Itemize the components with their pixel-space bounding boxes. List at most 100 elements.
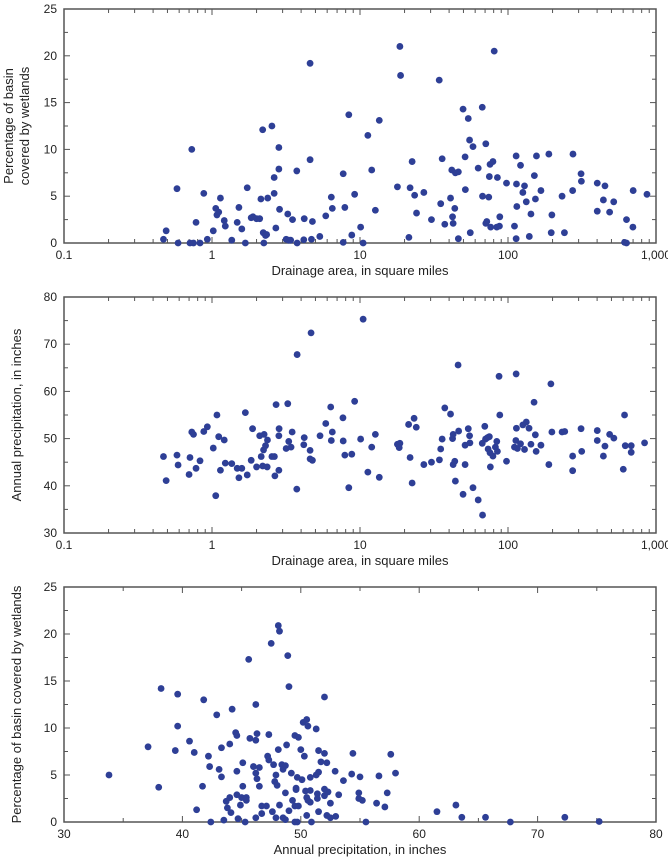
data-point <box>447 194 454 202</box>
y-axis-title: Percentage of basin <box>1 68 16 184</box>
data-point <box>371 206 379 214</box>
data-point <box>322 212 330 220</box>
data-point <box>503 179 510 187</box>
data-point <box>629 187 637 194</box>
data-point <box>215 433 223 441</box>
data-point <box>408 479 416 487</box>
data-point <box>259 126 267 134</box>
data-point <box>357 435 365 443</box>
y-tick-label: 80 <box>44 290 58 304</box>
data-point <box>593 427 601 434</box>
data-point <box>186 737 193 745</box>
data-point <box>466 229 474 237</box>
data-point <box>530 172 538 180</box>
data-point <box>283 741 290 749</box>
data-point <box>295 734 302 741</box>
data-point <box>160 453 167 460</box>
data-point <box>375 473 383 481</box>
x-tick-label: 30 <box>57 827 71 841</box>
data-point <box>255 764 263 771</box>
data-point <box>105 771 113 779</box>
data-point <box>285 683 293 691</box>
data-point <box>479 192 486 200</box>
data-point <box>395 444 403 451</box>
data-point <box>215 765 223 773</box>
data-point <box>289 796 296 804</box>
data-point <box>368 443 376 451</box>
data-point <box>212 492 220 500</box>
data-point <box>606 208 614 216</box>
data-point <box>282 789 289 797</box>
plot-frame <box>63 296 657 534</box>
data-point <box>203 235 211 243</box>
data-point <box>206 763 214 770</box>
data-point <box>530 398 538 406</box>
y-axis-title: covered by wetlands <box>17 66 32 185</box>
data-point <box>272 401 280 409</box>
data-point <box>287 236 295 244</box>
data-point <box>272 814 280 822</box>
data-point <box>185 471 193 478</box>
data-point <box>242 796 250 804</box>
data-point <box>275 432 283 440</box>
data-point <box>531 431 539 439</box>
data-point <box>547 229 555 237</box>
data-point <box>282 762 289 769</box>
y-tick-label: 70 <box>44 337 58 351</box>
data-point <box>309 218 316 225</box>
data-point <box>270 453 278 460</box>
data-point <box>174 722 182 730</box>
data-point <box>387 750 395 758</box>
data-point <box>411 191 419 199</box>
data-point <box>474 496 482 504</box>
data-point <box>306 787 314 794</box>
data-point <box>226 740 234 748</box>
data-point <box>196 239 204 247</box>
data-point <box>272 224 280 232</box>
data-point <box>558 192 566 200</box>
data-point <box>285 438 293 445</box>
data-point <box>533 152 540 160</box>
data-point <box>275 165 283 173</box>
data-point <box>601 182 609 190</box>
data-point <box>218 744 225 752</box>
data-point <box>351 190 359 198</box>
data-point <box>300 215 308 223</box>
data-point <box>252 769 260 777</box>
data-point <box>345 484 353 492</box>
data-point <box>495 372 503 380</box>
data-point <box>220 217 228 224</box>
data-point <box>220 436 228 444</box>
data-point <box>486 463 494 471</box>
data-point <box>454 361 462 369</box>
data-point <box>339 170 347 178</box>
data-point <box>469 143 477 150</box>
data-point <box>532 447 540 455</box>
data-point <box>243 471 251 479</box>
data-point <box>192 219 200 226</box>
data-point <box>441 404 449 412</box>
data-point <box>220 816 228 824</box>
data-point <box>454 168 462 176</box>
data-point <box>339 437 347 445</box>
y-tick-label: 5 <box>50 768 57 782</box>
x-tick-label: 50 <box>294 827 308 841</box>
data-point <box>321 749 328 757</box>
y-tick-label: 20 <box>44 49 58 63</box>
data-point <box>511 222 518 230</box>
y-tick-label: 15 <box>44 674 58 688</box>
data-point <box>494 174 501 181</box>
data-point <box>245 655 253 663</box>
data-point <box>252 701 260 708</box>
data-point <box>322 420 330 427</box>
data-point <box>375 116 383 124</box>
data-point <box>451 477 459 485</box>
data-point <box>461 153 469 161</box>
data-point <box>537 187 545 194</box>
data-point <box>203 423 211 431</box>
data-point <box>315 747 322 754</box>
data-point <box>218 773 225 781</box>
data-point <box>293 485 301 493</box>
data-point <box>200 428 208 435</box>
data-point <box>300 434 308 442</box>
